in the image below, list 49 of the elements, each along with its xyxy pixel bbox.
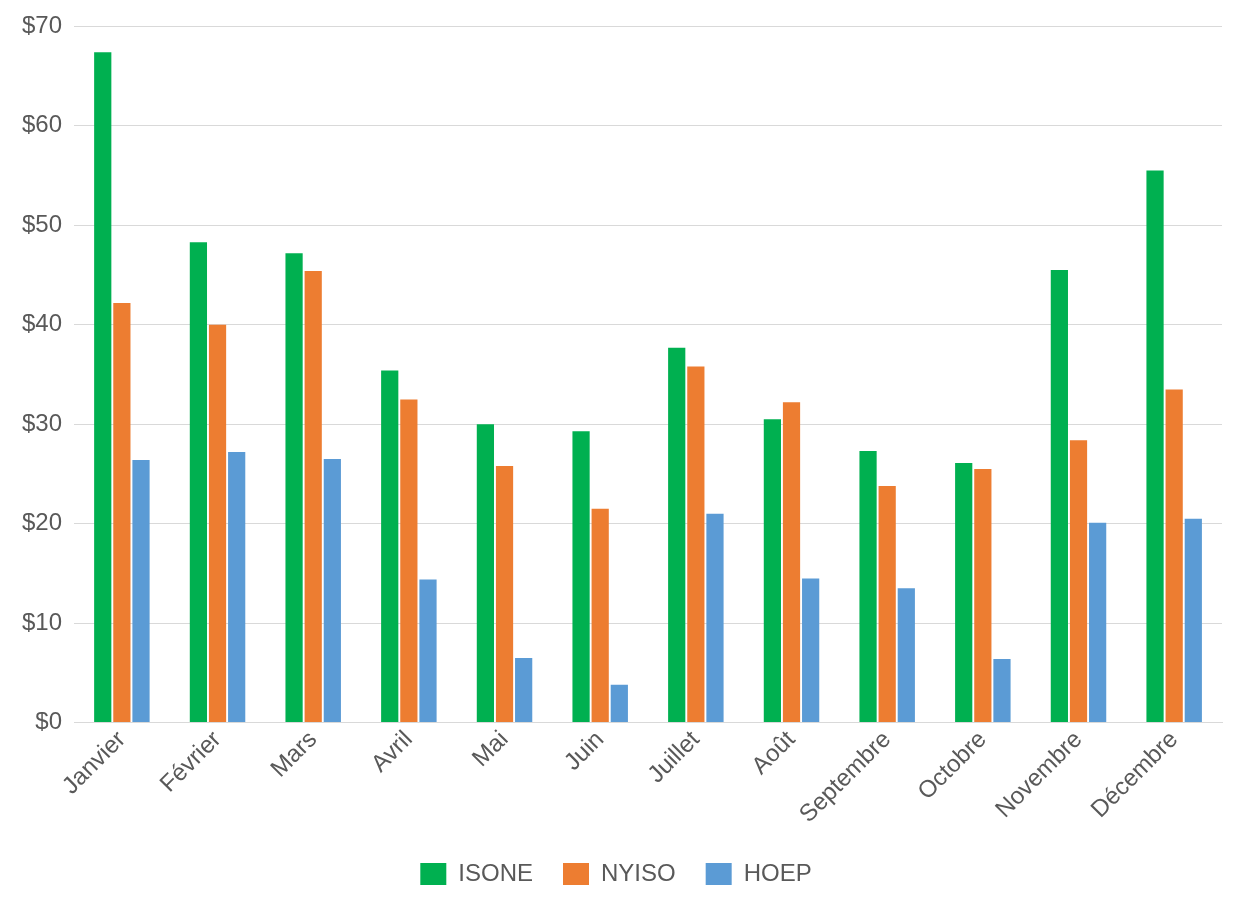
y-tick-label: $50: [22, 209, 63, 237]
y-tick-label: $0: [35, 707, 63, 735]
bar: [706, 513, 724, 723]
bar: [132, 460, 150, 723]
bar: [304, 271, 322, 723]
legend-label: ISONE: [458, 858, 533, 886]
bar: [1069, 440, 1088, 723]
legend-label: HOEP: [743, 858, 812, 886]
y-tick-label: $20: [22, 508, 63, 536]
bar: [955, 463, 973, 723]
bar: [476, 424, 494, 723]
y-tick-label: $60: [22, 110, 63, 138]
bar: [1184, 518, 1202, 723]
legend-label: NYISO: [600, 858, 676, 886]
bar: [802, 578, 820, 723]
bar: [94, 52, 112, 723]
bar: [1089, 522, 1107, 723]
bar: [495, 466, 514, 723]
y-tick-label: $70: [22, 11, 63, 39]
bar: [668, 347, 686, 723]
y-tick-label: $10: [22, 607, 63, 635]
bar: [591, 508, 609, 723]
bar: [381, 370, 399, 723]
bar: [993, 658, 1011, 723]
y-tick-label: $30: [22, 408, 63, 436]
bar: [419, 579, 437, 723]
bar: [323, 459, 341, 723]
bar: [285, 253, 303, 723]
bar: [515, 657, 533, 723]
bar: [189, 242, 208, 723]
bar: [1165, 389, 1183, 723]
x-tick-label: Juin: [558, 724, 609, 776]
bar: [687, 366, 705, 723]
bar: [228, 452, 246, 723]
bar: [859, 451, 877, 723]
bar: [400, 399, 418, 723]
y-tick-label: $40: [22, 309, 63, 337]
bar: [763, 419, 781, 723]
bar: [610, 684, 628, 723]
bar: [572, 431, 590, 723]
bar: [897, 588, 915, 723]
bar: [113, 302, 131, 723]
bar: [974, 469, 992, 723]
bar: [1050, 270, 1068, 723]
bar: [1146, 170, 1164, 723]
bar: [782, 402, 801, 723]
bar: [208, 324, 227, 723]
bar: [878, 485, 896, 723]
x-tick-label: Mai: [466, 724, 513, 772]
